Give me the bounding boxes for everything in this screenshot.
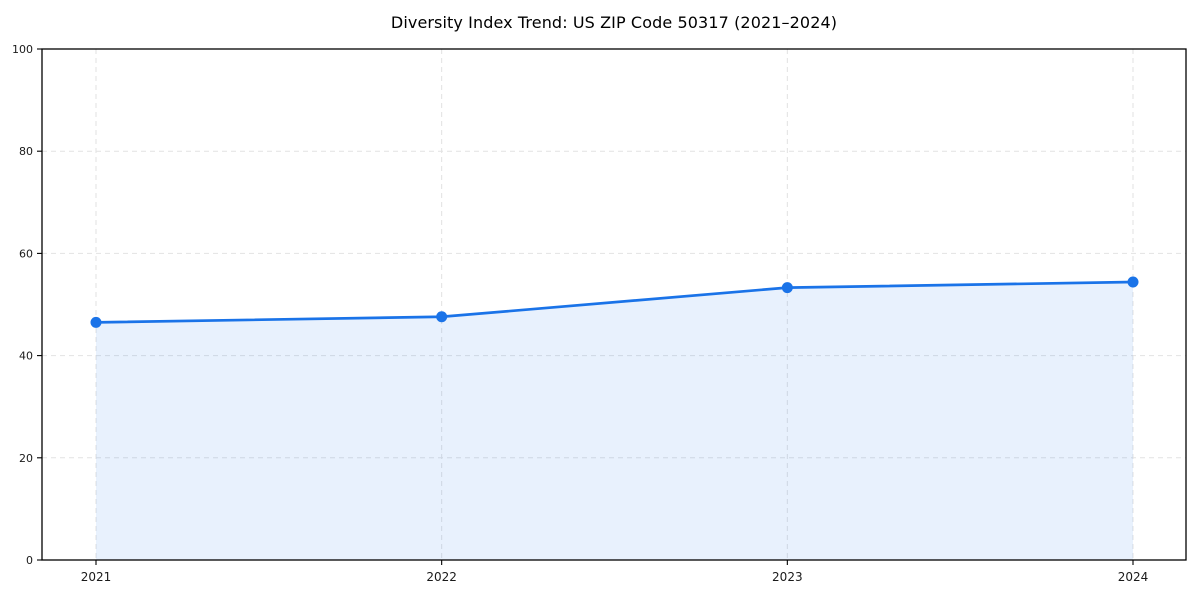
x-axis: 2021 2022 2023 2024 <box>81 560 1149 584</box>
data-point-2023 <box>781 282 793 294</box>
data-point-2021 <box>90 316 102 328</box>
plot-border <box>41 48 1187 561</box>
data-points <box>90 276 1139 328</box>
y-tick-label-100: 100 <box>12 43 33 56</box>
chart-title: Diversity Index Trend: US ZIP Code 50317… <box>390 13 838 32</box>
x-tick-label-2021: 2021 <box>81 570 112 584</box>
y-tick-label-60: 60 <box>19 247 33 260</box>
y-axis: 0 20 40 60 80 100 <box>12 43 42 567</box>
y-tick-label-80: 80 <box>19 145 33 158</box>
data-point-2022 <box>436 311 448 323</box>
gridlines <box>42 49 1186 560</box>
x-tick-label-2023: 2023 <box>772 570 803 584</box>
x-tick-label-2022: 2022 <box>426 570 457 584</box>
area-fill <box>96 282 1133 560</box>
trend-line <box>94 280 1135 324</box>
x-tick-label-2024: 2024 <box>1118 570 1149 584</box>
y-tick-label-20: 20 <box>19 452 33 465</box>
y-tick-label-40: 40 <box>19 350 33 363</box>
y-tick-label-0: 0 <box>26 554 33 567</box>
data-point-2024 <box>1127 276 1139 288</box>
